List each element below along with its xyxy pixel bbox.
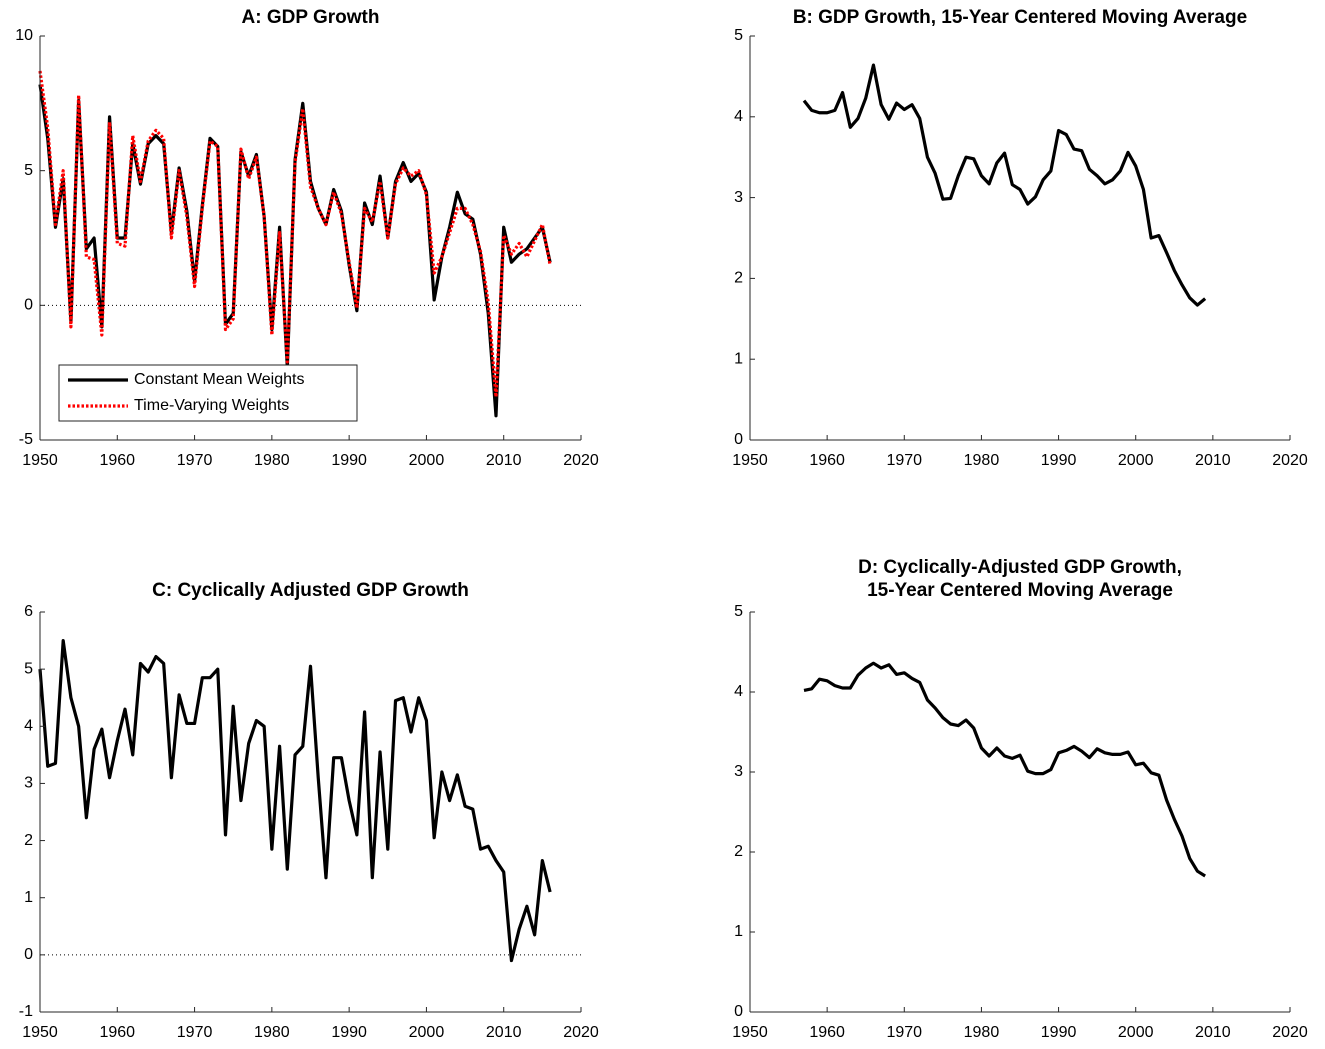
- x-tick-label: 1980: [964, 452, 1000, 469]
- y-tick-label: 2: [734, 843, 743, 860]
- y-tick-label: 5: [734, 27, 743, 44]
- x-tick-label: 2020: [1272, 452, 1308, 469]
- y-tick-label: 4: [24, 718, 33, 735]
- x-tick-label: 1990: [331, 1024, 367, 1041]
- y-tick-label: 3: [24, 775, 33, 792]
- x-tick-label: 2000: [1118, 1024, 1154, 1041]
- legend-label: Constant Mean Weights: [134, 371, 304, 388]
- panel: B: GDP Growth, 15-Year Centered Moving A…: [732, 7, 1308, 469]
- y-tick-label: -1: [19, 1003, 33, 1020]
- x-tick-label: 1980: [964, 1024, 1000, 1041]
- chart-title: B: GDP Growth, 15-Year Centered Moving A…: [793, 7, 1247, 28]
- legend-label: Time-Varying Weights: [134, 397, 289, 414]
- y-tick-label: 0: [734, 431, 743, 448]
- x-tick-label: 2010: [1195, 1024, 1231, 1041]
- y-tick-label: 10: [15, 27, 33, 44]
- x-tick-label: 1960: [99, 1024, 135, 1041]
- y-tick-label: -5: [19, 431, 33, 448]
- x-tick-label: 1960: [809, 1024, 845, 1041]
- chart-title: D: Cyclically-Adjusted GDP Growth,: [858, 557, 1182, 578]
- y-tick-label: 0: [734, 1003, 743, 1020]
- panel: A: GDP Growth 1950 1960 1970 1980 1990 2000 201…: [15, 7, 599, 469]
- y-tick-label: 5: [734, 603, 743, 620]
- chart-title: A: GDP Growth: [242, 7, 380, 28]
- y-tick-label: 2: [734, 270, 743, 287]
- x-tick-label: 2010: [486, 1024, 522, 1041]
- x-tick-label: 1950: [22, 452, 58, 469]
- legend-box: [58, 364, 358, 422]
- y-tick-label: 1: [24, 889, 33, 906]
- y-tick-label: 3: [734, 763, 743, 780]
- x-tick-label: 1970: [177, 1024, 213, 1041]
- panel: C: Cyclically Adjusted GDP Growth 1950 196…: [19, 580, 599, 1041]
- x-tick-label: 1990: [331, 452, 367, 469]
- y-tick-label: 2: [24, 832, 33, 849]
- chart-title: C: Cyclically Adjusted GDP Growth: [152, 580, 469, 601]
- x-tick-label: 1980: [254, 1024, 290, 1041]
- x-tick-label: 2010: [1195, 452, 1231, 469]
- y-tick-label: 4: [734, 108, 743, 125]
- y-tick-label: 0: [24, 946, 33, 963]
- x-tick-label: 1960: [809, 452, 845, 469]
- y-tick-label: 3: [734, 189, 743, 206]
- y-tick-label: 1: [734, 350, 743, 367]
- y-tick-label: 5: [24, 660, 33, 677]
- x-tick-label: 1950: [22, 1024, 58, 1041]
- series-line: [802, 63, 1207, 307]
- chart-title: 15-Year Centered Moving Average: [867, 580, 1173, 601]
- y-tick-label: 0: [24, 297, 33, 314]
- x-tick-label: 1990: [1041, 1024, 1077, 1041]
- y-tick-label: 5: [24, 162, 33, 179]
- x-tick-label: 1970: [886, 452, 922, 469]
- y-tick-label: 4: [734, 683, 743, 700]
- x-tick-label: 1950: [732, 452, 768, 469]
- x-tick-label: 2010: [486, 452, 522, 469]
- x-tick-label: 2020: [1272, 1024, 1308, 1041]
- x-tick-label: 1970: [886, 1024, 922, 1041]
- y-tick-label: 6: [24, 603, 33, 620]
- series-line: [38, 70, 552, 399]
- series-line: [38, 638, 552, 963]
- x-tick-label: 1960: [99, 452, 135, 469]
- x-tick-label: 1970: [177, 452, 213, 469]
- y-tick-label: 1: [734, 923, 743, 940]
- panel: D: Cyclically-Adjusted GDP Growth,15-Yea…: [732, 557, 1308, 1041]
- x-tick-label: 2000: [409, 1024, 445, 1041]
- x-tick-label: 2000: [409, 452, 445, 469]
- series-line: [803, 661, 1206, 878]
- x-tick-label: 1980: [254, 452, 290, 469]
- x-tick-label: 1990: [1041, 452, 1077, 469]
- x-tick-label: 1950: [732, 1024, 768, 1041]
- x-tick-label: 2020: [563, 1024, 599, 1041]
- x-tick-label: 2020: [563, 452, 599, 469]
- x-tick-label: 2000: [1118, 452, 1154, 469]
